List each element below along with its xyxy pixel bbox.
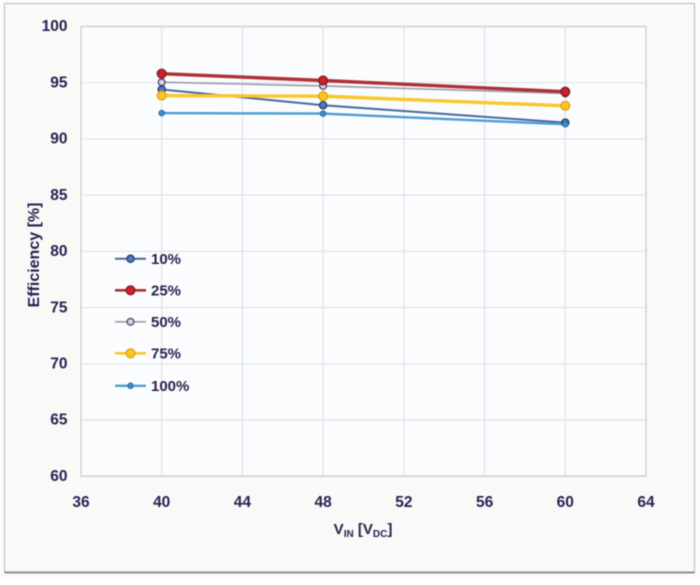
svg-text:Efficiency [%]: Efficiency [%]	[26, 203, 43, 308]
svg-text:70: 70	[50, 356, 67, 373]
svg-text:48: 48	[314, 494, 332, 511]
svg-text:64: 64	[637, 494, 655, 511]
svg-text:75: 75	[50, 299, 68, 316]
svg-text:50%: 50%	[151, 314, 181, 331]
svg-text:90: 90	[50, 131, 67, 148]
svg-text:85: 85	[50, 187, 68, 204]
svg-text:44: 44	[234, 494, 252, 511]
svg-text:56: 56	[476, 494, 494, 511]
svg-text:75%: 75%	[151, 346, 181, 363]
svg-text:52: 52	[395, 494, 412, 511]
svg-text:95: 95	[50, 74, 68, 91]
svg-text:36: 36	[72, 494, 90, 511]
svg-text:25%: 25%	[151, 283, 181, 300]
svg-text:100: 100	[42, 18, 68, 35]
svg-text:40: 40	[153, 494, 170, 511]
svg-text:10%: 10%	[151, 251, 181, 268]
svg-text:65: 65	[50, 412, 68, 429]
svg-text:80: 80	[50, 243, 67, 260]
svg-text:60: 60	[557, 494, 574, 511]
svg-text:100%: 100%	[151, 378, 189, 395]
svg-text:60: 60	[50, 468, 67, 485]
